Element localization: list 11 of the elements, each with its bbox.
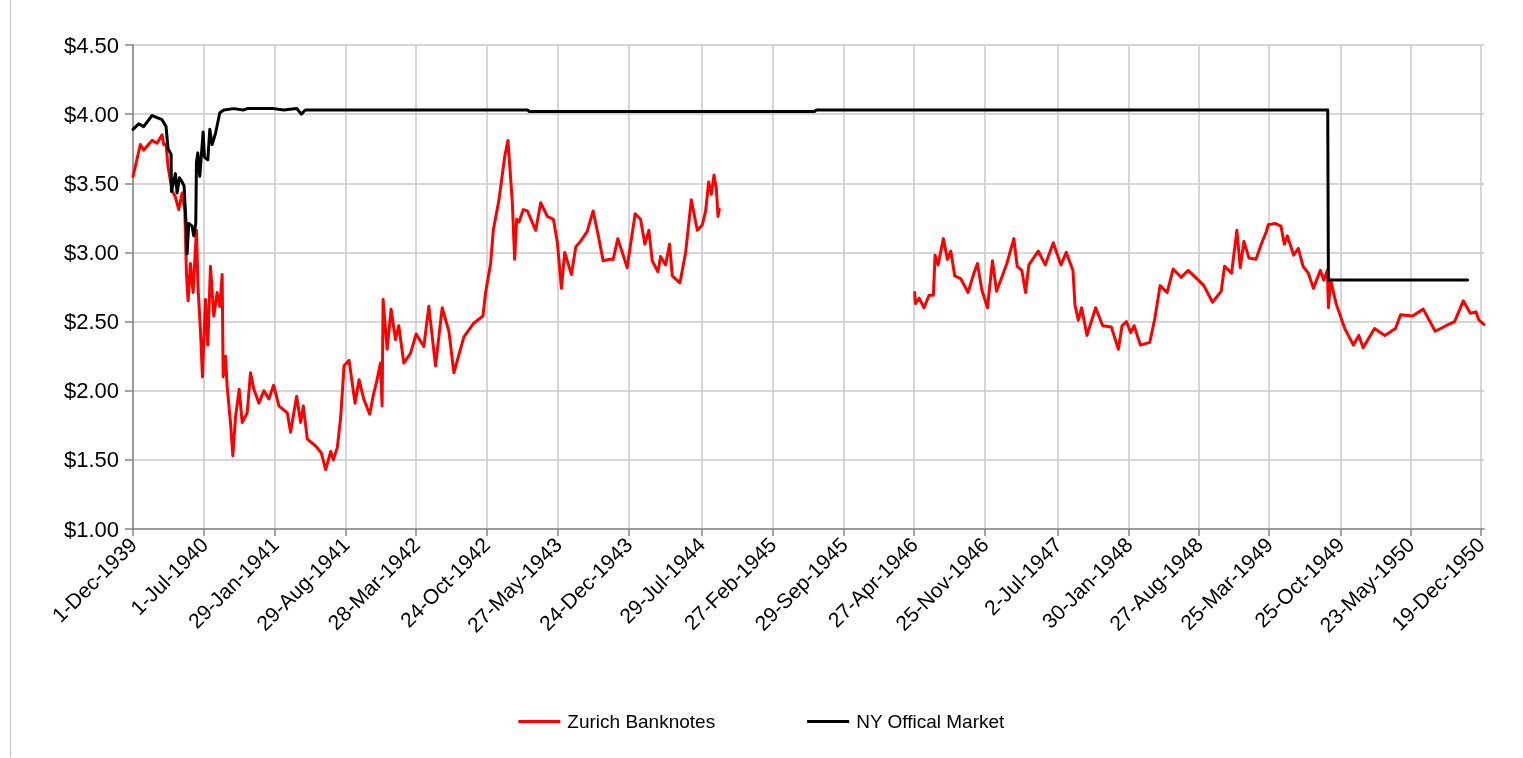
y-tick-label: $3.50: [63, 170, 119, 196]
y-tick-label: $2.50: [63, 309, 119, 335]
y-tick-label: $3.00: [63, 239, 119, 265]
legend-label: Zurich Banknotes: [567, 711, 716, 732]
line-series: [131, 107, 1470, 282]
y-tick-label: $1.50: [63, 447, 119, 473]
y-tick-label: $4.50: [63, 32, 119, 58]
y-tick-label: $1.00: [63, 516, 119, 542]
y-tick-label: $2.00: [63, 378, 119, 404]
y-tick-label: $4.00: [63, 101, 119, 127]
legend-label: NY Offical Market: [856, 711, 1006, 732]
